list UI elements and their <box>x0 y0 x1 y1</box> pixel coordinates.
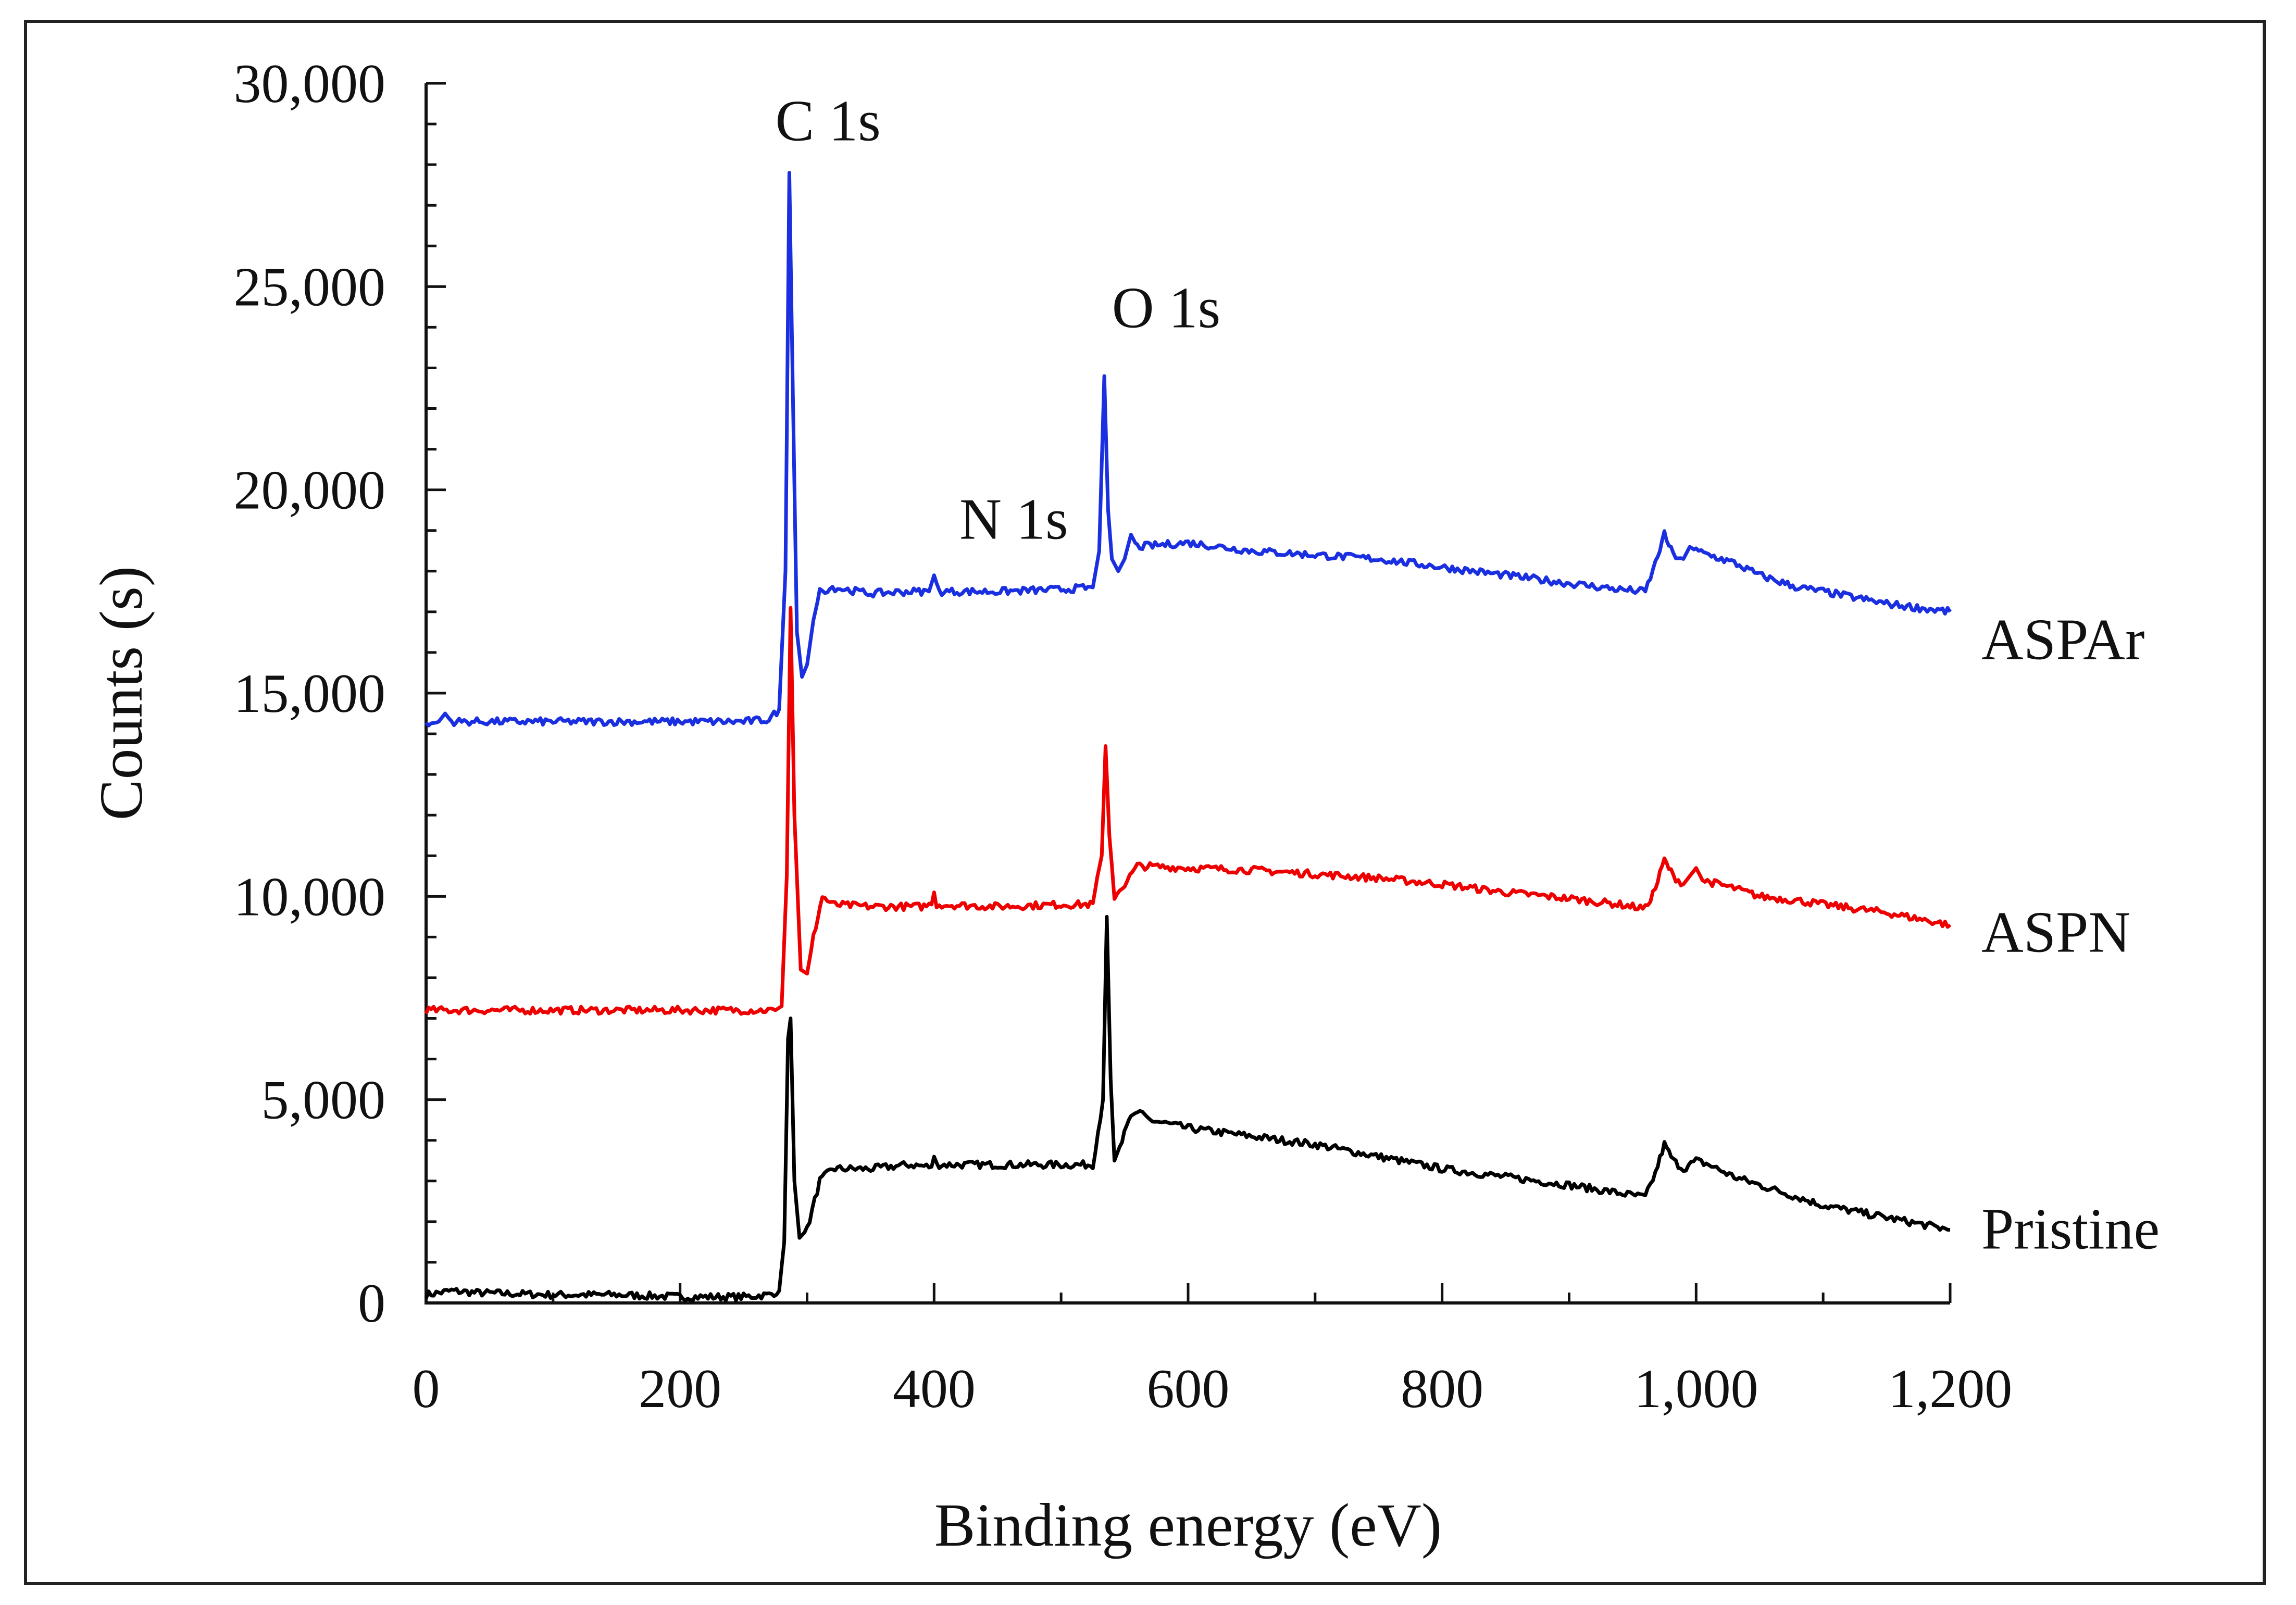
y-tick-label: 5,000 <box>261 1070 386 1131</box>
series-line-aspar <box>425 171 1952 728</box>
y-tick-label: 10,000 <box>234 866 386 927</box>
y-axis-title: Counts (s) <box>87 566 155 820</box>
peak-label: C 1s <box>776 89 881 153</box>
series-label-aspn: ASPN <box>1981 900 2130 965</box>
x-tick-label: 200 <box>639 1358 721 1419</box>
series-lines <box>424 171 1952 1302</box>
x-tick-label: 800 <box>1401 1358 1483 1419</box>
figure-frame <box>24 20 2266 1585</box>
peak-label: N 1s <box>959 487 1068 551</box>
y-tick-label: 25,000 <box>234 256 386 317</box>
y-tick-label: 30,000 <box>234 53 386 114</box>
x-tick-label: 1,200 <box>1888 1358 2013 1419</box>
series-line-aspn <box>424 606 1952 1016</box>
x-axis-title: Binding energy (eV) <box>934 1491 1442 1559</box>
tick-labels: 0 5,000 10,000 15,000 20,000 25,000 30,000 0 200… <box>234 53 2013 1419</box>
peak-annotations: C 1s O 1s N 1s <box>776 89 1221 551</box>
series-label-aspar: ASPAr <box>1981 608 2144 672</box>
axes <box>425 83 1950 1305</box>
series-label-pristine: Pristine <box>1981 1197 2160 1261</box>
y-tick-label: 0 <box>358 1273 385 1334</box>
x-tick-label: 600 <box>1147 1358 1230 1419</box>
series-line-pristine <box>424 914 1951 1302</box>
ticks <box>425 82 1952 1305</box>
x-tick-label: 0 <box>413 1358 440 1419</box>
series-labels: Pristine ASPN ASPAr <box>1981 608 2160 1262</box>
y-tick-label: 20,000 <box>234 460 386 521</box>
x-tick-label: 1,000 <box>1634 1358 1758 1419</box>
y-tick-label: 15,000 <box>234 663 386 724</box>
peak-label: O 1s <box>1112 275 1220 340</box>
x-tick-label: 400 <box>893 1358 976 1419</box>
